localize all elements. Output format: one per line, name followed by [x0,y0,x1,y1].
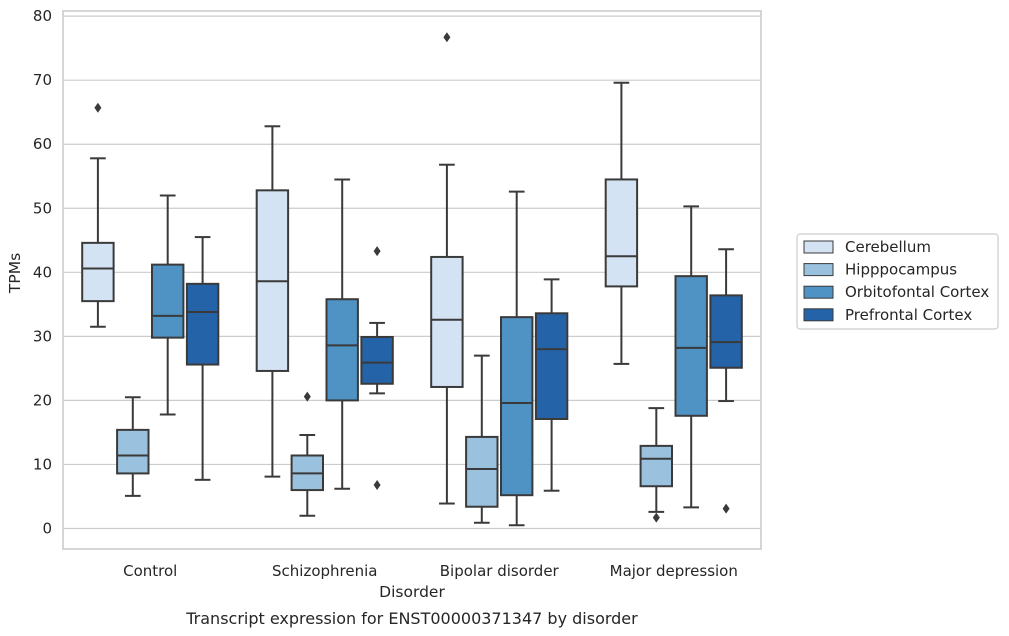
box-group [81,102,115,328]
legend-swatch [803,285,834,299]
outlier-point [443,32,451,43]
box-iqr [150,263,185,339]
box-group [674,205,708,509]
legend-label: Orbitofontal Cortex [845,283,989,301]
y-tick-label: 60 [33,135,52,153]
box-iqr [709,294,743,369]
x-tick-labels: Control Schizophrenia Bipolar disorder Majo… [123,562,738,580]
legend-item: Orbitofontal Cortex [803,283,989,301]
boxes [81,32,743,527]
box-group [499,190,534,527]
y-tick-label: 30 [33,327,52,345]
outlier-point [722,503,730,514]
legend-item: Cerebellum [803,238,931,256]
y-tick-label: 80 [33,7,52,25]
box-group [150,194,185,416]
box-group [534,278,569,492]
box-iqr [499,316,534,497]
outlier-point [373,479,381,490]
chart-caption: Transcript expression for ENST0000037134… [185,609,638,628]
box-iqr [465,435,499,508]
legend-label: Prefrontal Cortex [845,306,972,324]
y-tick-labels: 0 10 20 30 40 50 60 70 80 [33,7,52,537]
legend-label: Hipppocampus [845,261,957,279]
legend-item: Prefrontal Cortex [803,306,972,324]
box-iqr [360,336,394,385]
box-group [709,248,743,514]
outlier-point [373,246,381,257]
y-tick-label: 50 [33,199,52,217]
box-iqr [116,428,150,475]
box-iqr [639,444,674,488]
box-group [255,125,290,478]
y-tick-label: 0 [42,520,52,538]
x-axis-label: Disorder [379,583,445,601]
plot-frame [62,10,762,550]
y-tick-label: 70 [33,71,52,89]
x-tick-label: Schizophrenia [272,562,377,580]
legend-item: Hipppocampus [803,261,957,279]
box-iqr [430,255,464,388]
box-group [465,354,499,524]
y-axis-label: TPMs [6,253,24,294]
box-iqr [534,312,569,420]
x-tick-label: Control [123,562,177,580]
legend-swatch [803,263,834,277]
y-tick-label: 10 [33,455,52,473]
box-group [185,236,220,481]
box-group [116,396,150,497]
y-tick-label: 20 [33,391,52,409]
x-tick-label: Major depression [610,562,738,580]
y-tick-label: 40 [33,263,52,281]
x-tick-label: Bipolar disorder [440,562,560,580]
box-iqr [674,275,708,417]
box-group [604,81,639,365]
box-group [290,391,325,517]
legend-swatch [803,240,834,254]
legend: Cerebellum Hipppocampus Orbitofontal Corte… [796,233,999,330]
box-group [360,246,394,490]
legend-frame [796,233,999,330]
box-iqr [325,298,359,402]
outlier-point [303,391,311,402]
box-iqr [81,241,115,303]
legend-label: Cerebellum [845,238,931,256]
box-iqr [604,178,639,288]
legend-swatch [803,308,834,322]
box-group [430,32,464,505]
box-group [639,407,674,523]
outlier-point [652,512,660,523]
box-iqr [185,282,220,366]
outlier-point [94,102,102,113]
box-group [325,178,359,490]
